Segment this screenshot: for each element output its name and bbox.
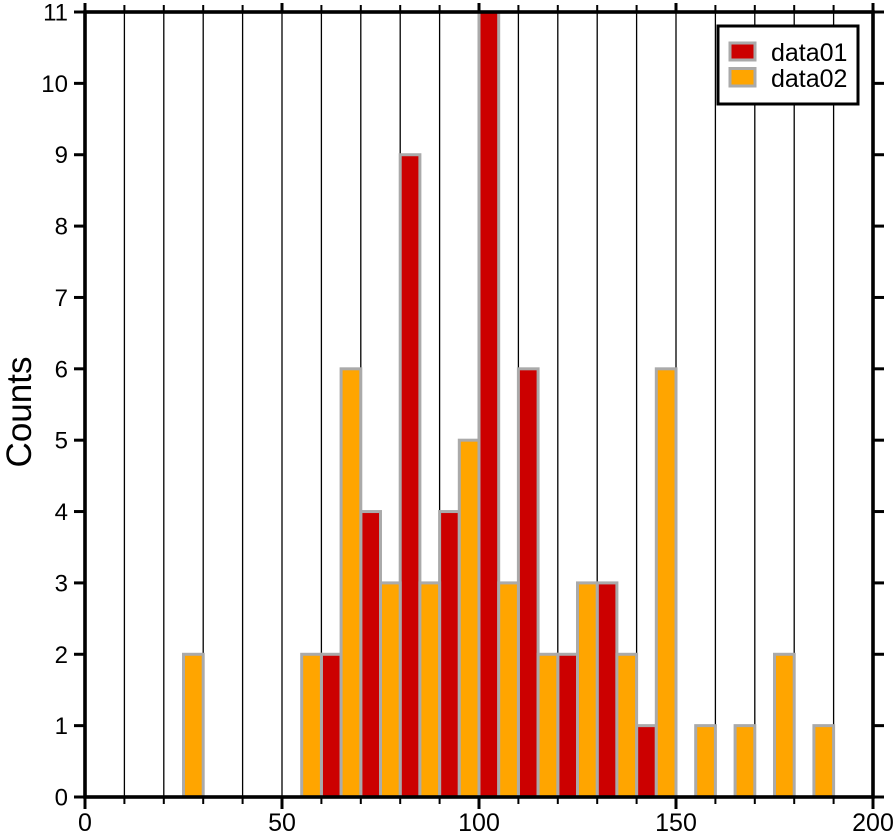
y-tick-label: 1 <box>55 713 68 740</box>
bar-data01-80-90 <box>398 153 422 799</box>
y-axis-title: Counts <box>0 357 39 468</box>
y-tick-label: 7 <box>55 285 68 312</box>
legend-label-data01: data01 <box>771 39 847 67</box>
legend-swatch-data02 <box>728 67 757 88</box>
y-tick-label: 0 <box>55 785 68 812</box>
legend-label-data02: data02 <box>771 65 847 93</box>
ticks <box>74 3 884 809</box>
bar-data02-170-180 <box>773 652 796 799</box>
tick-labels: 0 50 100 150 200 0 1 2 3 4 5 6 7 8 9 10 11 <box>41 0 894 835</box>
bar-data01-130-140 <box>595 581 619 799</box>
y-tick-label: 2 <box>55 642 68 669</box>
bar-data02-50-60 <box>300 652 323 799</box>
y-tick-label: 4 <box>55 499 68 526</box>
bar-data02-140-150 <box>654 367 678 799</box>
x-tick-label: 150 <box>655 809 697 835</box>
bar-data02-110-120 <box>536 652 560 799</box>
x-tick-label: 50 <box>268 809 296 835</box>
bar-data02-160-170 <box>733 724 757 799</box>
bar-data02-150-160 <box>694 724 717 799</box>
legend-box <box>716 24 860 106</box>
bar-data02-90-100 <box>457 438 481 799</box>
bar-data02-70-80 <box>379 581 402 799</box>
bar-data02-120-130 <box>576 581 599 799</box>
y-tick-label: 10 <box>41 71 68 98</box>
bar-data02-100-110 <box>497 581 520 799</box>
y-tick-label: 9 <box>55 142 68 169</box>
bar-data02-80-90 <box>418 581 442 799</box>
bar-data01-100-110 <box>477 10 501 799</box>
y-tick-label: 8 <box>55 214 68 241</box>
x-tick-label: 100 <box>458 809 500 835</box>
bar-data02-130-140 <box>615 652 639 799</box>
bar-data01-90-100 <box>438 510 461 799</box>
bar-data01-120-130 <box>556 652 579 799</box>
legend-swatch-data01 <box>728 41 757 62</box>
y-tick-label: 11 <box>43 0 68 27</box>
bar-data02-180-190 <box>812 724 836 799</box>
bar-data02-20-30 <box>182 652 205 799</box>
x-tick-label: 0 <box>78 809 92 835</box>
bar-data02-60-70 <box>339 367 363 799</box>
bar-data01-140-150 <box>635 724 658 799</box>
plot-area: 0 50 100 150 200 0 1 2 3 4 5 6 7 8 9 10 11 <box>41 0 894 835</box>
y-tick-label: 3 <box>55 570 68 597</box>
bar-data01-60-70 <box>319 652 343 799</box>
y-tick-label: 6 <box>55 356 68 383</box>
legend: data01 data02 <box>716 24 860 106</box>
bar-data01-110-120 <box>516 367 540 799</box>
x-tick-label: 200 <box>852 809 894 835</box>
bar-data01-70-80 <box>359 510 382 799</box>
bars <box>182 10 836 799</box>
y-tick-label: 5 <box>55 428 68 455</box>
